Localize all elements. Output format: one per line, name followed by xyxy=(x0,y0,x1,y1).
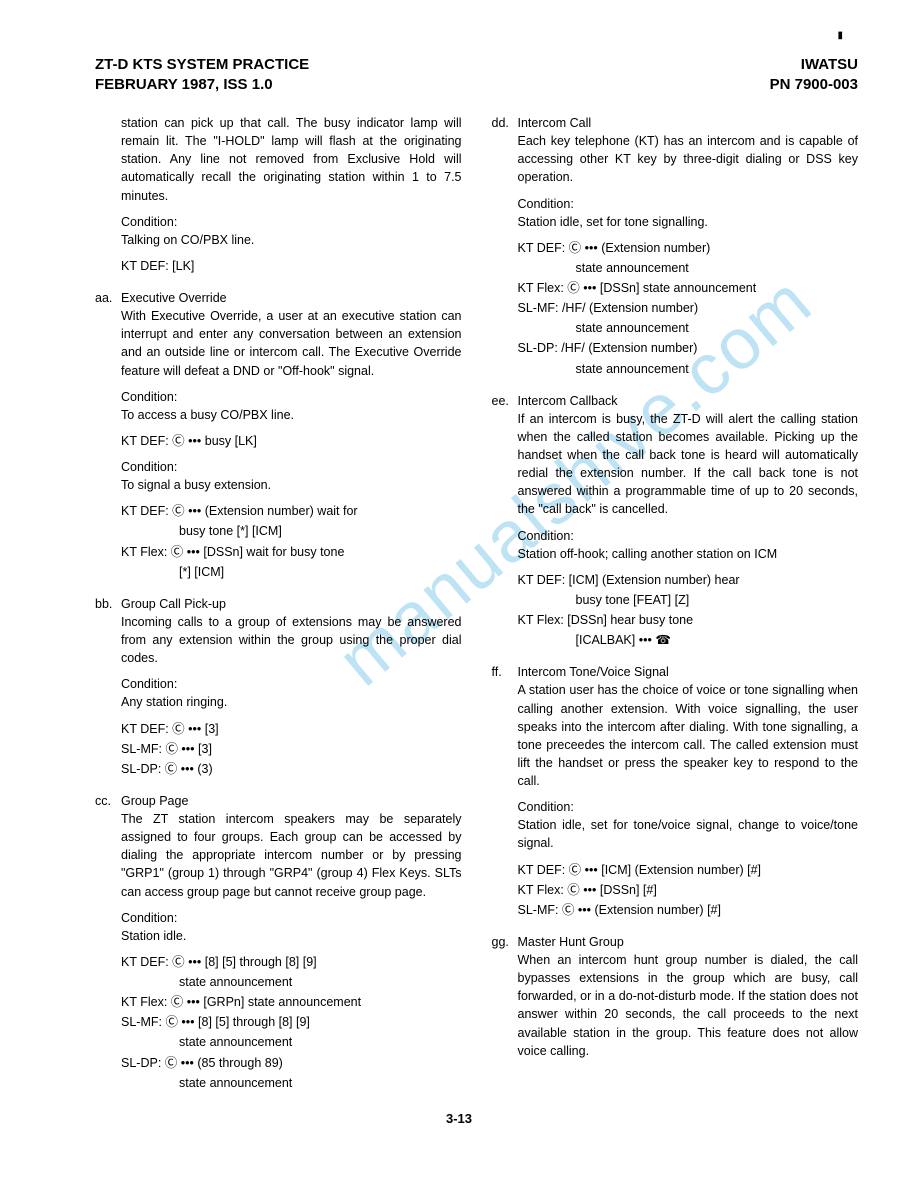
kt-cont: busy tone [FEAT] [Z] xyxy=(518,591,859,609)
header-brand: IWATSU xyxy=(770,55,858,75)
section-title: Master Hunt Group xyxy=(518,935,624,949)
page-container: manualshive.com ZT-D KTS SYSTEM PRACTICE… xyxy=(0,0,918,1146)
condition-label: Condition: xyxy=(518,195,859,213)
content-columns: station can pick up that call. The busy … xyxy=(95,114,858,1106)
kt-line: KT Flex: Ⓒ ••• [DSSn] state announcement xyxy=(518,279,859,297)
kt-line: SL-DP: Ⓒ ••• (3) xyxy=(121,760,462,778)
header-title: ZT-D KTS SYSTEM PRACTICE xyxy=(95,55,309,75)
condition-text: Station off-hook; calling another statio… xyxy=(518,547,778,561)
condition-text: Talking on CO/PBX line. xyxy=(121,233,254,247)
section-label: bb. xyxy=(95,595,112,613)
kt-line: SL-MF: Ⓒ ••• [3] xyxy=(121,740,462,758)
right-column: dd. Intercom Call Each key telephone (KT… xyxy=(492,114,859,1106)
page-header: ZT-D KTS SYSTEM PRACTICE FEBRUARY 1987, … xyxy=(95,55,858,94)
section-gg: gg. Master Hunt Group When an intercom h… xyxy=(492,933,859,1060)
left-column: station can pick up that call. The busy … xyxy=(95,114,462,1106)
kt-line: KT DEF: Ⓒ ••• [8] [5] through [8] [9] xyxy=(121,953,462,971)
kt-line: SL-DP: Ⓒ ••• (85 through 89) xyxy=(121,1054,462,1072)
kt-line: KT DEF: Ⓒ ••• busy [LK] xyxy=(121,432,462,450)
condition-text: Station idle, set for tone/voice signal,… xyxy=(518,818,859,850)
section-title: Intercom Call xyxy=(518,116,592,130)
condition-text: To access a busy CO/PBX line. xyxy=(121,408,294,422)
section-title: Intercom Callback xyxy=(518,394,618,408)
condition-text: Station idle. xyxy=(121,929,186,943)
kt-line: KT DEF: Ⓒ ••• [ICM] (Extension number) [… xyxy=(518,861,859,879)
section-title: Executive Override xyxy=(121,291,227,305)
section-body: With Executive Override, a user at an ex… xyxy=(121,309,462,377)
section-ff: ff. Intercom Tone/Voice Signal A station… xyxy=(492,663,859,919)
section-label: ee. xyxy=(492,392,509,410)
intro-continuation: station can pick up that call. The busy … xyxy=(95,114,462,275)
section-body: If an intercom is busy, the ZT-D will al… xyxy=(518,412,859,517)
condition-label: Condition: xyxy=(121,909,462,927)
section-ee: ee. Intercom Callback If an intercom is … xyxy=(492,392,859,650)
condition-label: Condition: xyxy=(121,458,462,476)
kt-line: KT DEF: Ⓒ ••• [3] xyxy=(121,720,462,738)
condition-text: Station idle, set for tone signalling. xyxy=(518,215,708,229)
kt-cont: state announcement xyxy=(518,319,859,337)
condition-text: Any station ringing. xyxy=(121,695,227,709)
kt-line: KT Flex: Ⓒ ••• [DSSn] wait for busy tone xyxy=(121,543,462,561)
kt-cont: state announcement xyxy=(121,1074,462,1092)
section-body: A station user has the choice of voice o… xyxy=(518,683,859,788)
condition-label: Condition: xyxy=(121,675,462,693)
section-label: ff. xyxy=(492,663,502,681)
kt-line: SL-MF: Ⓒ ••• [8] [5] through [8] [9] xyxy=(121,1013,462,1031)
kt-line: KT DEF: [ICM] (Extension number) hear xyxy=(518,571,859,589)
page-number: 3-13 xyxy=(0,1111,918,1126)
section-title: Group Call Pick-up xyxy=(121,597,226,611)
section-label: gg. xyxy=(492,933,509,951)
section-body: The ZT station intercom speakers may be … xyxy=(121,812,462,899)
kt-line: SL-MF: Ⓒ ••• (Extension number) [#] xyxy=(518,901,859,919)
kt-cont: [ICALBAK] ••• ☎ xyxy=(518,631,859,649)
condition-label: Condition: xyxy=(121,213,462,231)
header-left: ZT-D KTS SYSTEM PRACTICE FEBRUARY 1987, … xyxy=(95,55,309,94)
kt-line: KT Flex: Ⓒ ••• [DSSn] [#] xyxy=(518,881,859,899)
kt-line: KT DEF: Ⓒ ••• (Extension number) wait fo… xyxy=(121,502,462,520)
kt-cont: state announcement xyxy=(518,360,859,378)
kt-cont: [*] [ICM] xyxy=(121,563,462,581)
section-aa: aa. Executive Override With Executive Ov… xyxy=(95,289,462,581)
kt-line: KT Flex: Ⓒ ••• [GRPn] state announcement xyxy=(121,993,462,1011)
condition-text: To signal a busy extension. xyxy=(121,478,271,492)
header-pn: PN 7900-003 xyxy=(770,75,858,95)
kt-cont: state announcement xyxy=(121,973,462,991)
section-bb: bb. Group Call Pick-up Incoming calls to… xyxy=(95,595,462,778)
kt-cont: busy tone [*] [ICM] xyxy=(121,522,462,540)
section-cc: cc. Group Page The ZT station intercom s… xyxy=(95,792,462,1092)
kt-line: SL-MF: /HF/ (Extension number) xyxy=(518,299,859,317)
kt-line: SL-DP: /HF/ (Extension number) xyxy=(518,339,859,357)
kt-line: KT DEF: Ⓒ ••• (Extension number) xyxy=(518,239,859,257)
header-date: FEBRUARY 1987, ISS 1.0 xyxy=(95,75,309,95)
section-body: Incoming calls to a group of extensions … xyxy=(121,615,462,665)
header-right: IWATSU PN 7900-003 xyxy=(770,55,858,94)
section-label: cc. xyxy=(95,792,111,810)
section-label: aa. xyxy=(95,289,112,307)
section-dd: dd. Intercom Call Each key telephone (KT… xyxy=(492,114,859,378)
kt-line: KT Flex: [DSSn] hear busy tone xyxy=(518,611,859,629)
condition-label: Condition: xyxy=(518,527,859,545)
kt-cont: state announcement xyxy=(121,1033,462,1051)
intro-body: station can pick up that call. The busy … xyxy=(121,114,462,205)
section-title: Intercom Tone/Voice Signal xyxy=(518,665,669,679)
section-body: Each key telephone (KT) has an intercom … xyxy=(518,134,859,184)
kt-def-line: KT DEF: [LK] xyxy=(121,257,462,275)
section-body: When an intercom hunt group number is di… xyxy=(518,953,859,1058)
kt-cont: state announcement xyxy=(518,259,859,277)
section-title: Group Page xyxy=(121,794,188,808)
condition-label: Condition: xyxy=(121,388,462,406)
condition-label: Condition: xyxy=(518,798,859,816)
section-label: dd. xyxy=(492,114,509,132)
